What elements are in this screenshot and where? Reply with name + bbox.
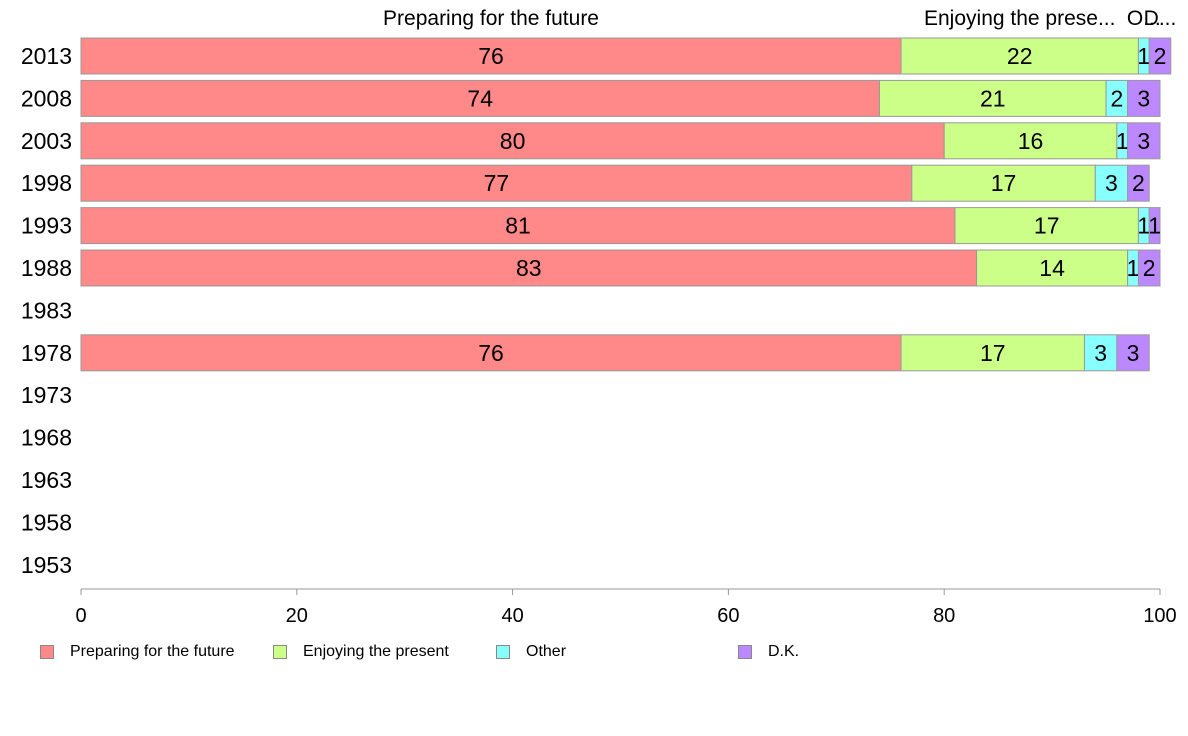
data-label-2008-other: 2 bbox=[1110, 85, 1123, 111]
data-label-1988-preparing-for-the-future: 83 bbox=[516, 255, 542, 281]
y-tick-label-1998: 1998 bbox=[21, 170, 72, 196]
bar-1998-enjoying-the-present bbox=[911, 164, 1096, 202]
y-tick-label-2013: 2013 bbox=[21, 43, 72, 69]
bar-2003-preparing-for-the-future bbox=[80, 122, 945, 160]
data-label-2003-other: 1 bbox=[1116, 128, 1129, 154]
data-label-2003-preparing-for-the-future: 80 bbox=[500, 128, 526, 154]
bar-1998-preparing-for-the-future bbox=[80, 164, 913, 202]
y-tick-label-1953: 1953 bbox=[21, 552, 72, 578]
data-label-1988-other: 1 bbox=[1127, 255, 1140, 281]
bar-1978-preparing-for-the-future bbox=[80, 334, 902, 372]
data-label-1993-other: 1 bbox=[1137, 213, 1150, 239]
legend-label-other: Other bbox=[526, 643, 567, 660]
data-label-1993-d-k: 1 bbox=[1148, 213, 1161, 239]
legend-item-d-k: D.K. bbox=[738, 643, 799, 661]
y-tick-label-1993: 1993 bbox=[21, 213, 72, 239]
data-label-1998-other: 3 bbox=[1105, 170, 1118, 196]
data-label-2013-enjoying-the-present: 22 bbox=[1007, 43, 1033, 69]
legend-item-preparing-for-the-future: Preparing for the future bbox=[40, 643, 235, 661]
x-tick-label-60: 60 bbox=[717, 605, 739, 627]
legend-swatch-preparing-for-the-future bbox=[40, 645, 54, 659]
x-tick-label-100: 100 bbox=[1143, 605, 1176, 627]
legend: Preparing for the future Enjoying the pre… bbox=[40, 643, 1140, 663]
legend-label-preparing-for-the-future: Preparing for the future bbox=[70, 643, 235, 660]
data-label-1978-d-k: 3 bbox=[1127, 340, 1140, 366]
x-tick-label-40: 40 bbox=[501, 605, 523, 627]
legend-item-enjoying-the-present: Enjoying the present bbox=[273, 643, 449, 661]
top-label-enjoying-the-present: Enjoying the prese... bbox=[924, 7, 1115, 30]
legend-item-other: Other bbox=[496, 643, 566, 661]
data-label-2003-d-k: 3 bbox=[1137, 128, 1150, 154]
data-label-1978-preparing-for-the-future: 76 bbox=[478, 340, 504, 366]
legend-label-enjoying-the-present: Enjoying the present bbox=[303, 643, 449, 660]
x-tick-label-0: 0 bbox=[75, 605, 86, 627]
y-tick-label-1988: 1988 bbox=[21, 255, 72, 281]
bar-1993-preparing-for-the-future bbox=[80, 207, 956, 245]
bar-2013-d-k bbox=[1148, 37, 1172, 75]
bar-1993-enjoying-the-present bbox=[954, 207, 1139, 245]
bar-2003-d-k bbox=[1127, 122, 1161, 160]
y-tick-label-1973: 1973 bbox=[21, 382, 72, 408]
data-label-2008-d-k: 3 bbox=[1137, 85, 1150, 111]
data-label-1998-enjoying-the-present: 17 bbox=[991, 170, 1017, 196]
bar-2013-enjoying-the-present bbox=[900, 37, 1139, 75]
bar-1998-d-k bbox=[1127, 164, 1150, 202]
legend-swatch-other bbox=[496, 645, 510, 659]
data-label-1993-preparing-for-the-future: 81 bbox=[505, 213, 531, 239]
bar-2008-d-k bbox=[1127, 79, 1161, 117]
x-tick-label-80: 80 bbox=[933, 605, 955, 627]
y-tick-label-2008: 2008 bbox=[21, 85, 72, 111]
bar-1978-enjoying-the-present bbox=[900, 334, 1085, 372]
data-label-2003-enjoying-the-present: 16 bbox=[1018, 128, 1044, 154]
data-label-2013-d-k: 2 bbox=[1154, 43, 1167, 69]
bar-1998-other bbox=[1094, 164, 1129, 202]
data-label-1998-d-k: 2 bbox=[1132, 170, 1145, 196]
y-tick-label-1963: 1963 bbox=[21, 467, 72, 493]
y-tick-label-1978: 1978 bbox=[21, 340, 72, 366]
bar-1988-enjoying-the-present bbox=[976, 249, 1129, 287]
data-label-1988-d-k: 2 bbox=[1143, 255, 1156, 281]
data-label-1988-enjoying-the-present: 14 bbox=[1039, 255, 1065, 281]
data-label-1993-enjoying-the-present: 17 bbox=[1034, 213, 1060, 239]
bar-1988-preparing-for-the-future bbox=[80, 249, 978, 287]
bar-1993-d-k bbox=[1148, 207, 1161, 245]
bar-1988-d-k bbox=[1137, 249, 1161, 287]
legend-swatch-d-k bbox=[738, 645, 752, 659]
top-label-other: O... bbox=[1127, 7, 1161, 30]
data-label-1978-other: 3 bbox=[1094, 340, 1107, 366]
data-label-1998-preparing-for-the-future: 77 bbox=[484, 170, 510, 196]
bar-1978-other bbox=[1083, 334, 1118, 372]
y-tick-label-1968: 1968 bbox=[21, 425, 72, 451]
bar-2008-preparing-for-the-future bbox=[80, 79, 880, 117]
x-tick-label-20: 20 bbox=[286, 605, 308, 627]
y-tick-label-1958: 1958 bbox=[21, 509, 72, 535]
legend-label-d-k: D.K. bbox=[768, 643, 800, 660]
data-label-1978-enjoying-the-present: 17 bbox=[980, 340, 1006, 366]
data-label-2013-other: 1 bbox=[1137, 43, 1150, 69]
data-label-2013-preparing-for-the-future: 76 bbox=[478, 43, 504, 69]
top-label-d-k: D... bbox=[1144, 7, 1177, 30]
bar-1978-d-k bbox=[1116, 334, 1150, 372]
data-label-2008-enjoying-the-present: 21 bbox=[980, 85, 1006, 111]
top-label-preparing-for-the-future: Preparing for the future bbox=[383, 7, 599, 30]
legend-swatch-enjoying-the-present bbox=[273, 645, 287, 659]
data-label-2008-preparing-for-the-future: 74 bbox=[467, 85, 493, 111]
y-tick-label-2003: 2003 bbox=[21, 128, 72, 154]
y-tick-label-1983: 1983 bbox=[21, 297, 72, 323]
